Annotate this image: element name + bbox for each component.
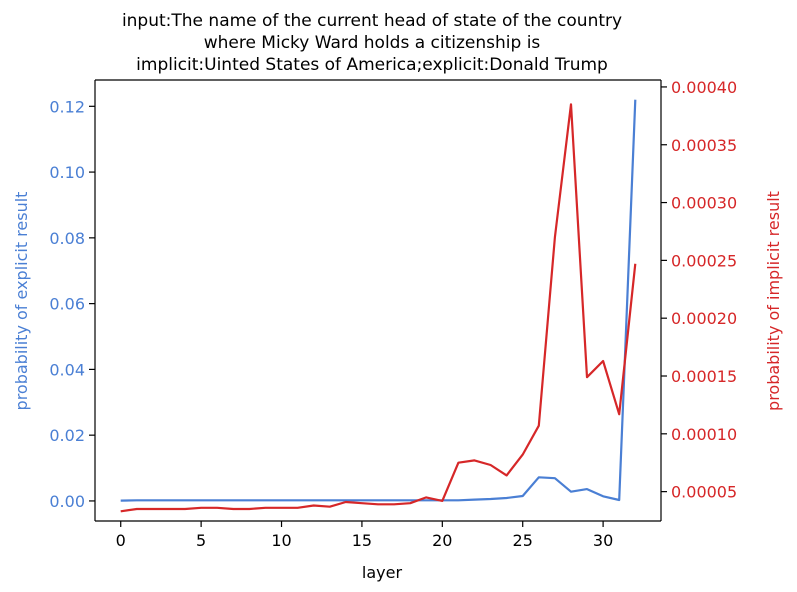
x-tick-label: 30 <box>593 531 613 550</box>
chart-title-line-2: where Micky Ward holds a citizenship is <box>204 33 541 53</box>
x-tick-label: 15 <box>352 531 372 550</box>
x-tick-label: 10 <box>271 531 291 550</box>
right-y-tick-label: 0.00035 <box>671 136 737 155</box>
right-y-tick-label: 0.00015 <box>671 367 737 386</box>
right-y-tick-label: 0.00030 <box>671 194 737 213</box>
left-y-tick-label: 0.08 <box>49 229 85 248</box>
right-y-tick-label: 0.00020 <box>671 309 737 328</box>
x-tick-label: 5 <box>196 531 206 550</box>
left-y-axis-label: probability of explicit result <box>12 192 31 411</box>
right-y-axis-ticks: 0.00005 0.00010 0.00015 0.00020 0.00025 0.000… <box>661 78 737 502</box>
right-y-tick-label: 0.00005 <box>671 483 737 502</box>
x-tick-label: 25 <box>513 531 533 550</box>
plot-frame <box>94 79 662 522</box>
x-axis-ticks: 0 5 10 15 20 25 30 <box>116 521 613 550</box>
series-lines <box>120 99 637 513</box>
left-y-tick-label: 0.04 <box>49 360 85 379</box>
left-y-tick-label: 0.12 <box>49 97 85 116</box>
x-tick-label: 20 <box>432 531 452 550</box>
implicit-result-line <box>120 103 637 513</box>
x-tick-label: 0 <box>116 531 126 550</box>
right-y-tick-label: 0.00025 <box>671 251 737 270</box>
right-y-axis-label: probability of implicit result <box>764 191 783 411</box>
chart-title: input:The name of the current head of st… <box>122 11 622 75</box>
left-y-tick-label: 0.02 <box>49 426 85 445</box>
left-y-axis-ticks: 0.00 0.02 0.04 0.06 0.08 0.10 0.12 <box>49 97 95 511</box>
right-y-tick-label: 0.00040 <box>671 78 737 97</box>
left-y-tick-label: 0.06 <box>49 295 85 314</box>
right-y-tick-label: 0.00010 <box>671 425 737 444</box>
chart-title-line-3: implicit:Uinted States of America;explic… <box>136 55 608 75</box>
chart-title-line-1: input:The name of the current head of st… <box>122 11 622 31</box>
x-axis-label: layer <box>362 563 403 582</box>
left-y-tick-label: 0.00 <box>49 492 85 511</box>
explicit-result-line <box>120 99 637 502</box>
left-y-tick-label: 0.10 <box>49 163 85 182</box>
